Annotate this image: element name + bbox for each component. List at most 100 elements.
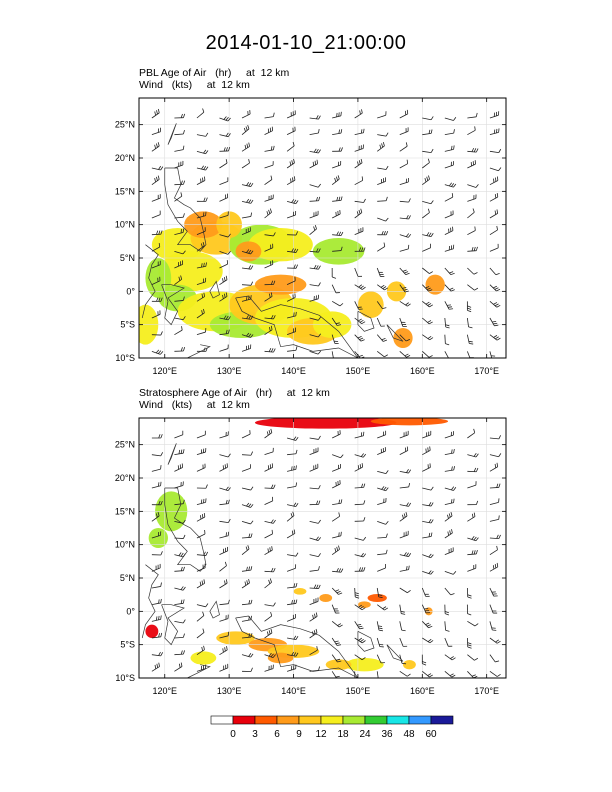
wind-barb-shaft bbox=[309, 467, 319, 472]
wind-barb bbox=[377, 520, 389, 525]
wind-barb-flag bbox=[338, 231, 342, 236]
wind-barb-flag bbox=[205, 603, 209, 608]
wind-barb-shaft bbox=[309, 214, 319, 219]
wind-barb-shaft bbox=[309, 587, 319, 589]
wind-barb-shaft bbox=[377, 246, 386, 252]
wind-barb-shaft bbox=[354, 212, 363, 219]
panel-2-field bbox=[139, 418, 506, 678]
field-patch bbox=[345, 658, 384, 672]
wind-barb-shaft bbox=[399, 317, 404, 327]
wind-barb bbox=[151, 297, 163, 302]
wind-barb-shaft bbox=[467, 163, 476, 169]
wind-barb-flag bbox=[157, 350, 162, 354]
wind-barb bbox=[174, 619, 186, 624]
wind-barb bbox=[354, 267, 362, 277]
wind-barb-shaft bbox=[309, 669, 319, 672]
wind-barb-shaft bbox=[174, 653, 184, 656]
wind-barb-flag bbox=[292, 177, 294, 182]
wind-barb-flag bbox=[449, 271, 454, 274]
wind-barb-flag bbox=[338, 499, 341, 504]
wind-barb-flag bbox=[291, 651, 295, 656]
wind-barb-shaft bbox=[287, 654, 297, 657]
wind-barb-shaft bbox=[174, 164, 184, 169]
wind-barb-shaft bbox=[264, 212, 272, 219]
wind-barb bbox=[422, 502, 434, 507]
wind-barb-flag bbox=[293, 529, 296, 534]
wind-barb-shaft bbox=[377, 537, 387, 539]
wind-barb bbox=[309, 485, 321, 490]
wind-barb-flag bbox=[358, 354, 363, 357]
wind-barb-flag bbox=[291, 600, 293, 605]
wind-barb-flag bbox=[447, 531, 450, 536]
wind-barb-flag bbox=[271, 546, 273, 551]
wind-barb-shaft bbox=[489, 196, 498, 202]
panel1-wind-units: (kts) bbox=[171, 79, 193, 91]
wind-barb-shaft bbox=[354, 180, 363, 186]
wind-barb-shaft bbox=[309, 228, 317, 235]
wind-barb-flag bbox=[246, 143, 249, 148]
wind-barb-flag bbox=[453, 498, 455, 503]
wind-barb-flag bbox=[453, 183, 457, 188]
wind-barb bbox=[241, 125, 250, 135]
wind-barb bbox=[196, 448, 207, 456]
wind-barb-flag bbox=[360, 158, 363, 163]
wind-barb-flag bbox=[223, 147, 226, 152]
wind-barb-flag bbox=[475, 184, 479, 188]
wind-barb-flag bbox=[378, 625, 383, 627]
wind-barb-flag bbox=[467, 646, 472, 649]
wind-barb bbox=[444, 301, 454, 310]
wind-barb-flag bbox=[428, 232, 432, 237]
wind-barb-shaft bbox=[241, 504, 251, 508]
wind-barb-shaft bbox=[174, 537, 184, 539]
wind-barb bbox=[354, 109, 363, 119]
wind-barb-shaft bbox=[196, 245, 205, 252]
wind-barb-shaft bbox=[264, 582, 272, 589]
wind-barb bbox=[444, 654, 456, 661]
wind-barb-flag bbox=[363, 128, 365, 133]
wind-barb bbox=[467, 112, 478, 119]
colorbar-swatch bbox=[430, 715, 454, 725]
wind-barb bbox=[286, 511, 295, 522]
wind-barb-flag bbox=[471, 147, 475, 152]
wind-barb bbox=[489, 243, 499, 252]
wind-barb bbox=[444, 637, 453, 647]
field-patch bbox=[267, 652, 294, 664]
wind-barb bbox=[354, 453, 367, 458]
wind-barb-flag bbox=[475, 148, 479, 153]
wind-barb-flag bbox=[385, 165, 389, 170]
wind-barb-flag bbox=[428, 502, 432, 506]
wind-barb bbox=[219, 486, 231, 492]
wind-barb-shaft bbox=[399, 145, 408, 152]
x-tick-label: 160°E bbox=[410, 366, 435, 376]
wind-barb bbox=[287, 599, 298, 606]
panel-2-plot: 120°E 130°E 140°E 150°E 160°E 170°E10°S5°S0°5… bbox=[115, 417, 507, 696]
wind-barb-flag bbox=[468, 326, 473, 329]
panel2-field-units: (hr) bbox=[255, 387, 273, 399]
wind-barb-flag bbox=[338, 624, 343, 628]
wind-barb-flag bbox=[338, 512, 341, 517]
wind-barb bbox=[354, 176, 364, 186]
wind-barb-shaft bbox=[309, 649, 318, 656]
wind-barb-shaft bbox=[444, 117, 454, 121]
wind-barb-shaft bbox=[151, 145, 160, 152]
wind-barb-shaft bbox=[196, 554, 206, 556]
wind-barb bbox=[399, 530, 409, 539]
wind-barb-shaft bbox=[444, 570, 454, 575]
wind-barb-flag bbox=[273, 484, 276, 489]
wind-barb-shaft bbox=[399, 671, 408, 677]
wind-barb-flag bbox=[158, 633, 160, 638]
wind-barb bbox=[354, 463, 364, 472]
wind-barb-flag bbox=[250, 486, 254, 491]
wind-barb-flag bbox=[334, 548, 337, 553]
wind-barb bbox=[286, 613, 296, 622]
wind-barb-flag bbox=[475, 246, 478, 251]
wind-barb bbox=[399, 244, 410, 252]
wind-barb bbox=[399, 565, 410, 572]
colorbar-label: 18 bbox=[337, 729, 349, 740]
wind-barb bbox=[467, 194, 477, 202]
wind-barb-flag bbox=[335, 176, 338, 181]
wind-barb-flag bbox=[180, 599, 183, 604]
wind-barb-shaft bbox=[264, 451, 274, 456]
wind-barb bbox=[376, 637, 384, 648]
wind-barb bbox=[376, 604, 389, 611]
